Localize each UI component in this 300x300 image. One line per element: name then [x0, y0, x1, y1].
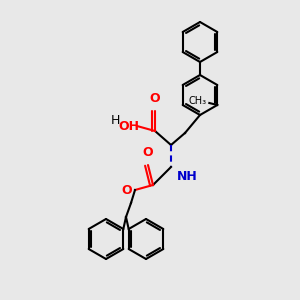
Text: NH: NH	[177, 170, 198, 183]
Text: O: O	[122, 184, 132, 196]
Text: O: O	[150, 92, 160, 105]
Text: H: H	[110, 115, 120, 128]
Text: O: O	[143, 146, 153, 159]
Text: CH₃: CH₃	[188, 96, 206, 106]
Text: OH: OH	[118, 119, 140, 133]
